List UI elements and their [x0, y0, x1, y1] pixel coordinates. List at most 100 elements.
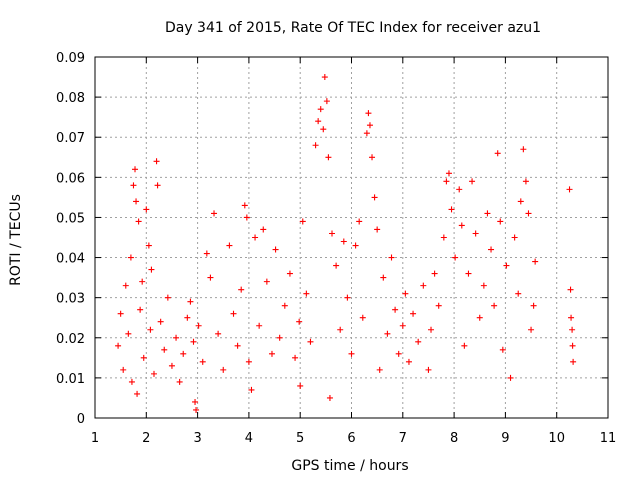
data-point — [528, 326, 535, 333]
data-point — [260, 226, 267, 233]
data-point — [276, 334, 283, 341]
data-point — [461, 342, 468, 349]
data-point — [484, 210, 491, 217]
data-point — [425, 366, 432, 373]
data-point — [193, 406, 200, 413]
data-point — [263, 278, 270, 285]
data-point — [190, 338, 197, 345]
y-tick-label: 0.04 — [56, 252, 85, 267]
data-point — [134, 390, 141, 397]
data-point — [476, 314, 483, 321]
data-point — [340, 238, 347, 245]
x-tick-label: 2 — [142, 431, 150, 446]
data-point — [325, 154, 332, 161]
data-point — [525, 210, 532, 217]
data-point — [238, 286, 245, 293]
data-point — [522, 178, 529, 185]
data-point — [234, 342, 241, 349]
data-point — [245, 358, 252, 365]
x-tick-label: 4 — [245, 431, 253, 446]
data-point — [128, 378, 135, 385]
data-point — [226, 242, 233, 249]
data-point — [307, 338, 314, 345]
data-point — [148, 266, 155, 273]
x-tick-label: 5 — [296, 431, 304, 446]
data-point — [410, 310, 417, 317]
data-point — [320, 126, 327, 133]
data-point — [352, 242, 359, 249]
data-point — [365, 110, 372, 117]
data-point — [520, 146, 527, 153]
data-point — [140, 354, 147, 361]
y-tick-label: 0.01 — [56, 372, 85, 387]
data-point — [296, 318, 303, 325]
data-point — [286, 270, 293, 277]
data-point — [420, 282, 427, 289]
data-point — [363, 130, 370, 137]
data-point — [323, 98, 330, 105]
y-tick-label: 0.05 — [56, 211, 85, 226]
data-point — [499, 346, 506, 353]
data-point — [472, 230, 479, 237]
data-point — [388, 254, 395, 261]
data-point — [199, 358, 206, 365]
data-point — [371, 194, 378, 201]
data-point — [321, 74, 328, 81]
data-point — [195, 322, 202, 329]
data-point — [211, 210, 218, 217]
data-point — [452, 254, 459, 261]
data-point — [145, 242, 152, 249]
y-tick-label: 0.03 — [56, 292, 85, 307]
data-point — [248, 386, 255, 393]
data-point — [117, 310, 124, 317]
x-tick-label: 10 — [548, 431, 565, 446]
data-point — [268, 350, 275, 357]
data-point — [380, 274, 387, 281]
data-point — [443, 178, 450, 185]
x-tick-label: 7 — [399, 431, 407, 446]
data-point — [122, 282, 129, 289]
data-point — [366, 122, 373, 129]
data-point — [431, 270, 438, 277]
data-point — [329, 230, 336, 237]
data-point — [130, 182, 137, 189]
data-point — [568, 314, 575, 321]
data-point — [143, 206, 150, 213]
data-point — [376, 366, 383, 373]
data-point — [384, 330, 391, 337]
y-tick-label: 0 — [77, 412, 85, 427]
data-point — [344, 294, 351, 301]
data-point — [532, 258, 539, 265]
data-point — [507, 374, 514, 381]
data-point — [497, 218, 504, 225]
x-tick-label: 8 — [450, 431, 458, 446]
data-point — [491, 302, 498, 309]
data-point — [256, 322, 263, 329]
data-point — [281, 302, 288, 309]
data-point — [176, 378, 183, 385]
data-point — [312, 142, 319, 149]
data-point — [448, 206, 455, 213]
data-point — [299, 218, 306, 225]
data-point — [428, 326, 435, 333]
data-point — [374, 226, 381, 233]
y-tick-label: 0.09 — [56, 51, 85, 66]
data-point — [515, 290, 522, 297]
data-point — [139, 278, 146, 285]
data-point — [392, 306, 399, 313]
data-point — [125, 330, 132, 337]
data-point — [203, 250, 210, 257]
x-tick-label: 11 — [600, 431, 617, 446]
x-tick-label: 9 — [501, 431, 509, 446]
data-point — [137, 306, 144, 313]
y-tick-label: 0.07 — [56, 131, 85, 146]
data-point — [566, 186, 573, 193]
data-point — [168, 362, 175, 369]
data-point — [272, 246, 279, 253]
data-point — [303, 290, 310, 297]
data-point — [135, 218, 142, 225]
y-tick-label: 0.06 — [56, 171, 85, 186]
data-point — [326, 394, 333, 401]
data-point — [369, 154, 376, 161]
